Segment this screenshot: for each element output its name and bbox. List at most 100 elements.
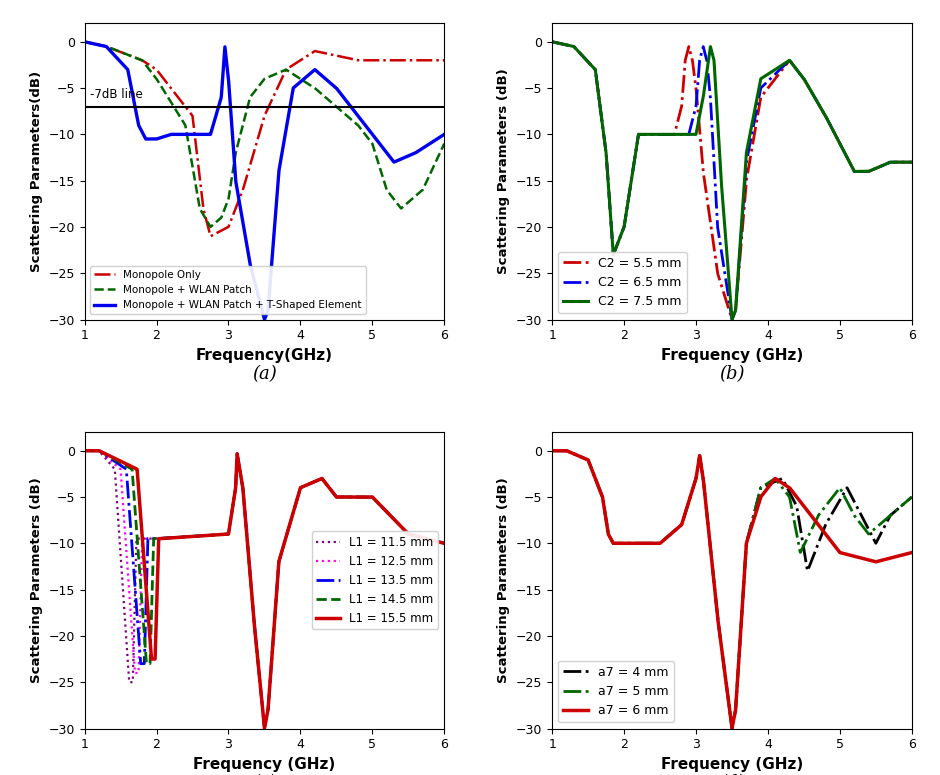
C2 = 6.5 mm [609, 247, 620, 257]
X-axis label: Frequency (GHz): Frequency (GHz) [661, 756, 803, 772]
L1 = 14.5 mm [258, 724, 270, 733]
C2 = 7.5 mm [546, 37, 557, 46]
a7 = 4 mm [906, 492, 917, 501]
a7 = 5 mm [700, 498, 712, 507]
Monopole + WLAN Patch [232, 138, 243, 147]
C2 = 7.5 mm [860, 167, 871, 176]
Line: a7 = 6 mm: a7 = 6 mm [552, 451, 912, 728]
C2 = 6.5 mm [727, 315, 738, 324]
Y-axis label: Scattering Parameters (dB): Scattering Parameters (dB) [497, 477, 510, 684]
X-axis label: Frequency (GHz): Frequency (GHz) [194, 756, 336, 772]
Monopole + WLAN Patch + T-Shaped Element [217, 75, 228, 84]
Legend: C2 = 5.5 mm, C2 = 6.5 mm, C2 = 7.5 mm: C2 = 5.5 mm, C2 = 6.5 mm, C2 = 7.5 mm [558, 252, 687, 313]
Line: Monopole + WLAN Patch + T-Shaped Element: Monopole + WLAN Patch + T-Shaped Element [85, 42, 445, 319]
a7 = 6 mm [860, 555, 871, 564]
Monopole + WLAN Patch [431, 154, 443, 164]
Monopole Only [205, 232, 216, 241]
C2 = 7.5 mm [900, 157, 911, 167]
L1 = 13.5 mm [393, 519, 404, 529]
L1 = 15.5 mm [120, 459, 132, 468]
Line: C2 = 5.5 mm: C2 = 5.5 mm [552, 42, 912, 319]
a7 = 5 mm [546, 446, 557, 456]
L1 = 12.5 mm [79, 446, 90, 456]
C2 = 7.5 mm [684, 129, 696, 139]
L1 = 15.5 mm [217, 530, 228, 539]
Monopole + WLAN Patch + T-Shaped Element [393, 156, 404, 165]
C2 = 5.5 mm [860, 167, 871, 176]
a7 = 6 mm [588, 468, 599, 477]
L1 = 11.5 mm [439, 539, 450, 548]
L1 = 13.5 mm [431, 537, 443, 546]
a7 = 5 mm [684, 493, 696, 502]
L1 = 15.5 mm [393, 519, 404, 529]
Monopole Only [232, 197, 243, 206]
a7 = 5 mm [727, 724, 738, 733]
a7 = 5 mm [900, 498, 911, 508]
Y-axis label: Scattering Parameters (dB): Scattering Parameters (dB) [30, 477, 43, 684]
Monopole + WLAN Patch + T-Shaped Element [120, 63, 132, 72]
Line: L1 = 15.5 mm: L1 = 15.5 mm [85, 451, 445, 728]
C2 = 7.5 mm [727, 315, 738, 324]
Line: a7 = 4 mm: a7 = 4 mm [552, 451, 912, 728]
L1 = 13.5 mm [439, 539, 450, 548]
Monopole + WLAN Patch [120, 50, 132, 59]
L1 = 13.5 mm [120, 464, 132, 474]
Monopole + WLAN Patch + T-Shaped Element [258, 315, 270, 324]
Line: a7 = 5 mm: a7 = 5 mm [552, 451, 912, 728]
Monopole Only [120, 50, 132, 59]
L1 = 11.5 mm [393, 519, 404, 529]
Monopole Only [393, 56, 404, 65]
L1 = 11.5 mm [141, 534, 152, 543]
a7 = 5 mm [588, 468, 599, 477]
Text: (c): (c) [252, 773, 276, 775]
C2 = 6.5 mm [546, 37, 557, 46]
L1 = 11.5 mm [120, 625, 132, 634]
L1 = 14.5 mm [79, 446, 90, 456]
L1 = 12.5 mm [431, 537, 443, 546]
L1 = 13.5 mm [79, 446, 90, 456]
Monopole Only [141, 59, 152, 68]
L1 = 11.5 mm [431, 537, 443, 546]
L1 = 14.5 mm [217, 530, 228, 539]
L1 = 14.5 mm [141, 659, 152, 668]
L1 = 11.5 mm [217, 530, 228, 539]
L1 = 13.5 mm [217, 530, 228, 539]
Line: Monopole Only: Monopole Only [85, 42, 445, 236]
Monopole + WLAN Patch + T-Shaped Element [141, 134, 152, 143]
Text: -7dB line: -7dB line [90, 88, 143, 101]
L1 = 14.5 mm [120, 461, 132, 470]
L1 = 14.5 mm [431, 537, 443, 546]
a7 = 6 mm [609, 539, 620, 548]
Line: Monopole + WLAN Patch: Monopole + WLAN Patch [85, 42, 445, 227]
a7 = 5 mm [860, 526, 871, 536]
X-axis label: Frequency (GHz): Frequency (GHz) [661, 348, 803, 363]
C2 = 5.5 mm [906, 157, 917, 167]
C2 = 5.5 mm [684, 46, 696, 56]
L1 = 12.5 mm [217, 530, 228, 539]
L1 = 11.5 mm [79, 446, 90, 456]
Legend: L1 = 11.5 mm, L1 = 12.5 mm, L1 = 13.5 mm, L1 = 14.5 mm, L1 = 15.5 mm: L1 = 11.5 mm, L1 = 12.5 mm, L1 = 13.5 mm… [311, 532, 438, 629]
Monopole + WLAN Patch + T-Shaped Element [431, 134, 443, 143]
Line: L1 = 11.5 mm: L1 = 11.5 mm [85, 451, 445, 728]
L1 = 12.5 mm [232, 455, 243, 464]
Legend: Monopole Only, Monopole + WLAN Patch, Monopole + WLAN Patch + T-Shaped Element: Monopole Only, Monopole + WLAN Patch, Mo… [90, 266, 366, 315]
Monopole + WLAN Patch [205, 222, 216, 232]
Monopole Only [439, 56, 450, 65]
C2 = 6.5 mm [700, 51, 712, 60]
C2 = 6.5 mm [860, 167, 871, 176]
L1 = 12.5 mm [141, 534, 152, 543]
C2 = 6.5 mm [900, 157, 911, 167]
C2 = 7.5 mm [588, 63, 599, 72]
Line: C2 = 6.5 mm: C2 = 6.5 mm [552, 42, 912, 319]
Monopole Only [431, 56, 443, 65]
a7 = 6 mm [700, 498, 712, 507]
Y-axis label: Scattering Parameters (dB): Scattering Parameters (dB) [497, 68, 510, 274]
L1 = 12.5 mm [393, 519, 404, 529]
L1 = 15.5 mm [439, 539, 450, 548]
a7 = 6 mm [906, 548, 917, 557]
Monopole + WLAN Patch [217, 209, 228, 219]
L1 = 13.5 mm [141, 567, 152, 576]
a7 = 5 mm [906, 492, 917, 501]
X-axis label: Frequency(GHz): Frequency(GHz) [196, 348, 333, 363]
a7 = 6 mm [546, 446, 557, 456]
